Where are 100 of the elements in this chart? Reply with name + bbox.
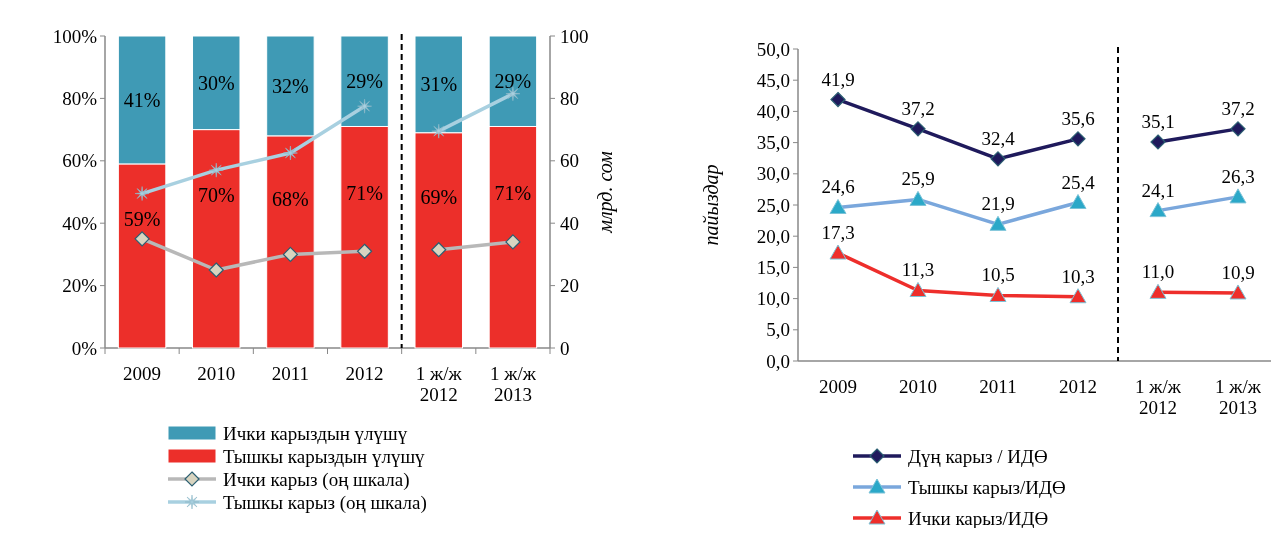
legend-label: Ички карыз (оң шкала) [223,468,410,491]
point [505,234,521,250]
data-label: 32% [272,74,309,97]
y-axis-title: пайыздар [700,164,723,246]
point [1070,131,1086,147]
x-tick-label: 2009 [123,363,162,384]
point [431,242,447,258]
data-label: 25,9 [901,168,935,190]
point [989,215,1007,231]
y-tick-label: 20,0 [756,225,790,247]
y-tick-label: 80% [62,88,98,110]
y-tick-label: 60% [62,150,98,172]
point [1149,202,1167,218]
data-label: 10,5 [981,264,1015,286]
point [208,162,224,178]
x-tick-label: 2010 [197,363,236,384]
y-tick-label: 20% [62,275,98,297]
data-label: 37,2 [1221,97,1255,119]
legend-label: Ички карыздын үлүшү [223,422,408,444]
point [134,231,150,247]
x-tick-label: 2009 [819,376,857,397]
x-tick-label: 2011 [979,376,1017,397]
point [1150,134,1166,150]
data-label: 24,6 [821,176,855,198]
point [134,186,150,201]
data-label: 31% [420,73,458,96]
y-tick-label: 0% [71,337,98,359]
y2-tick-label: 0 [560,337,570,359]
data-label: 10,3 [1061,265,1095,287]
data-label: 41,9 [821,68,855,90]
y-tick-label: 30,0 [756,163,790,185]
y2-tick-label: 100 [560,25,589,47]
x-tick-label: 1 ж/ж 2013 [1215,376,1262,418]
point [909,281,927,297]
point [1069,194,1087,209]
data-label: 25,4 [1061,171,1096,193]
data-label: 35,1 [1141,110,1175,132]
point [431,123,447,139]
y-tick-label: 5,0 [766,319,790,341]
data-label: 69% [420,186,458,209]
y-tick-label: 10,0 [756,288,790,310]
data-label: 37,2 [901,97,935,119]
y-tick-label: 50,0 [756,38,790,60]
data-label: 70% [197,184,235,207]
point [357,98,372,114]
data-label: 68% [272,188,309,211]
point [910,121,926,137]
x-tick-label: 2011 [271,363,310,384]
legend-label: Тышкы карыздын үлүшү [223,445,426,467]
data-label: 71% [494,181,532,204]
legend-label: Тышкы карыз (оң шкала) [223,491,427,514]
legend-label: Ички карыз/ИДӨ [908,507,1049,529]
y2-tick-label: 40 [560,212,579,234]
x-tick-label: 1 ж/ж 2012 [415,363,463,405]
y-tick-label: 100% [52,25,98,47]
point [830,91,846,108]
point [990,151,1006,167]
data-label: 21,9 [981,193,1015,215]
x-tick-label: 2012 [1059,376,1097,397]
data-label: 29% [494,70,532,93]
data-label: 32,4 [981,127,1016,149]
data-label: 24,1 [1141,179,1175,201]
data-label: 30% [197,71,235,94]
point [1149,283,1167,299]
data-label: 26,3 [1221,165,1255,187]
x-tick-label: 2012 [345,363,384,384]
y-tick-label: 40% [62,212,98,234]
point [283,145,298,161]
point [989,286,1007,302]
data-label: 71% [346,181,383,204]
y2-tick-label: 20 [560,275,579,297]
y-tick-label: 35,0 [756,132,790,154]
point [282,246,299,262]
data-label: 11,3 [901,259,935,281]
y-tick-label: 45,0 [756,69,790,91]
point [1069,288,1087,304]
x-tick-label: 1 ж/ж 2013 [490,363,537,405]
data-label: 59% [123,208,161,231]
point [829,199,847,214]
y-tick-label: 0,0 [766,350,790,372]
y2-tick-label: 80 [560,88,579,110]
data-label: 35,6 [1061,107,1095,129]
point [208,262,224,278]
legend-label: Тышкы карыз/ИДӨ [908,476,1066,498]
y-tick-label: 15,0 [756,257,790,279]
y-tick-label: 40,0 [756,101,790,123]
data-label: 17,3 [821,222,855,244]
y-tick-label: 25,0 [756,194,790,216]
point [356,243,373,259]
point [829,244,847,260]
y2-tick-label: 60 [560,150,579,172]
x-tick-label: 1 ж/ж 2012 [1135,376,1182,418]
point [1229,284,1247,300]
data-label: 41% [123,88,161,111]
data-label: 10,9 [1221,261,1255,283]
point [1229,188,1247,204]
data-label: 29% [346,70,383,93]
y2-axis-title: млрд. сом [594,150,617,234]
data-label: 11,0 [1141,261,1175,283]
point [1230,121,1246,137]
